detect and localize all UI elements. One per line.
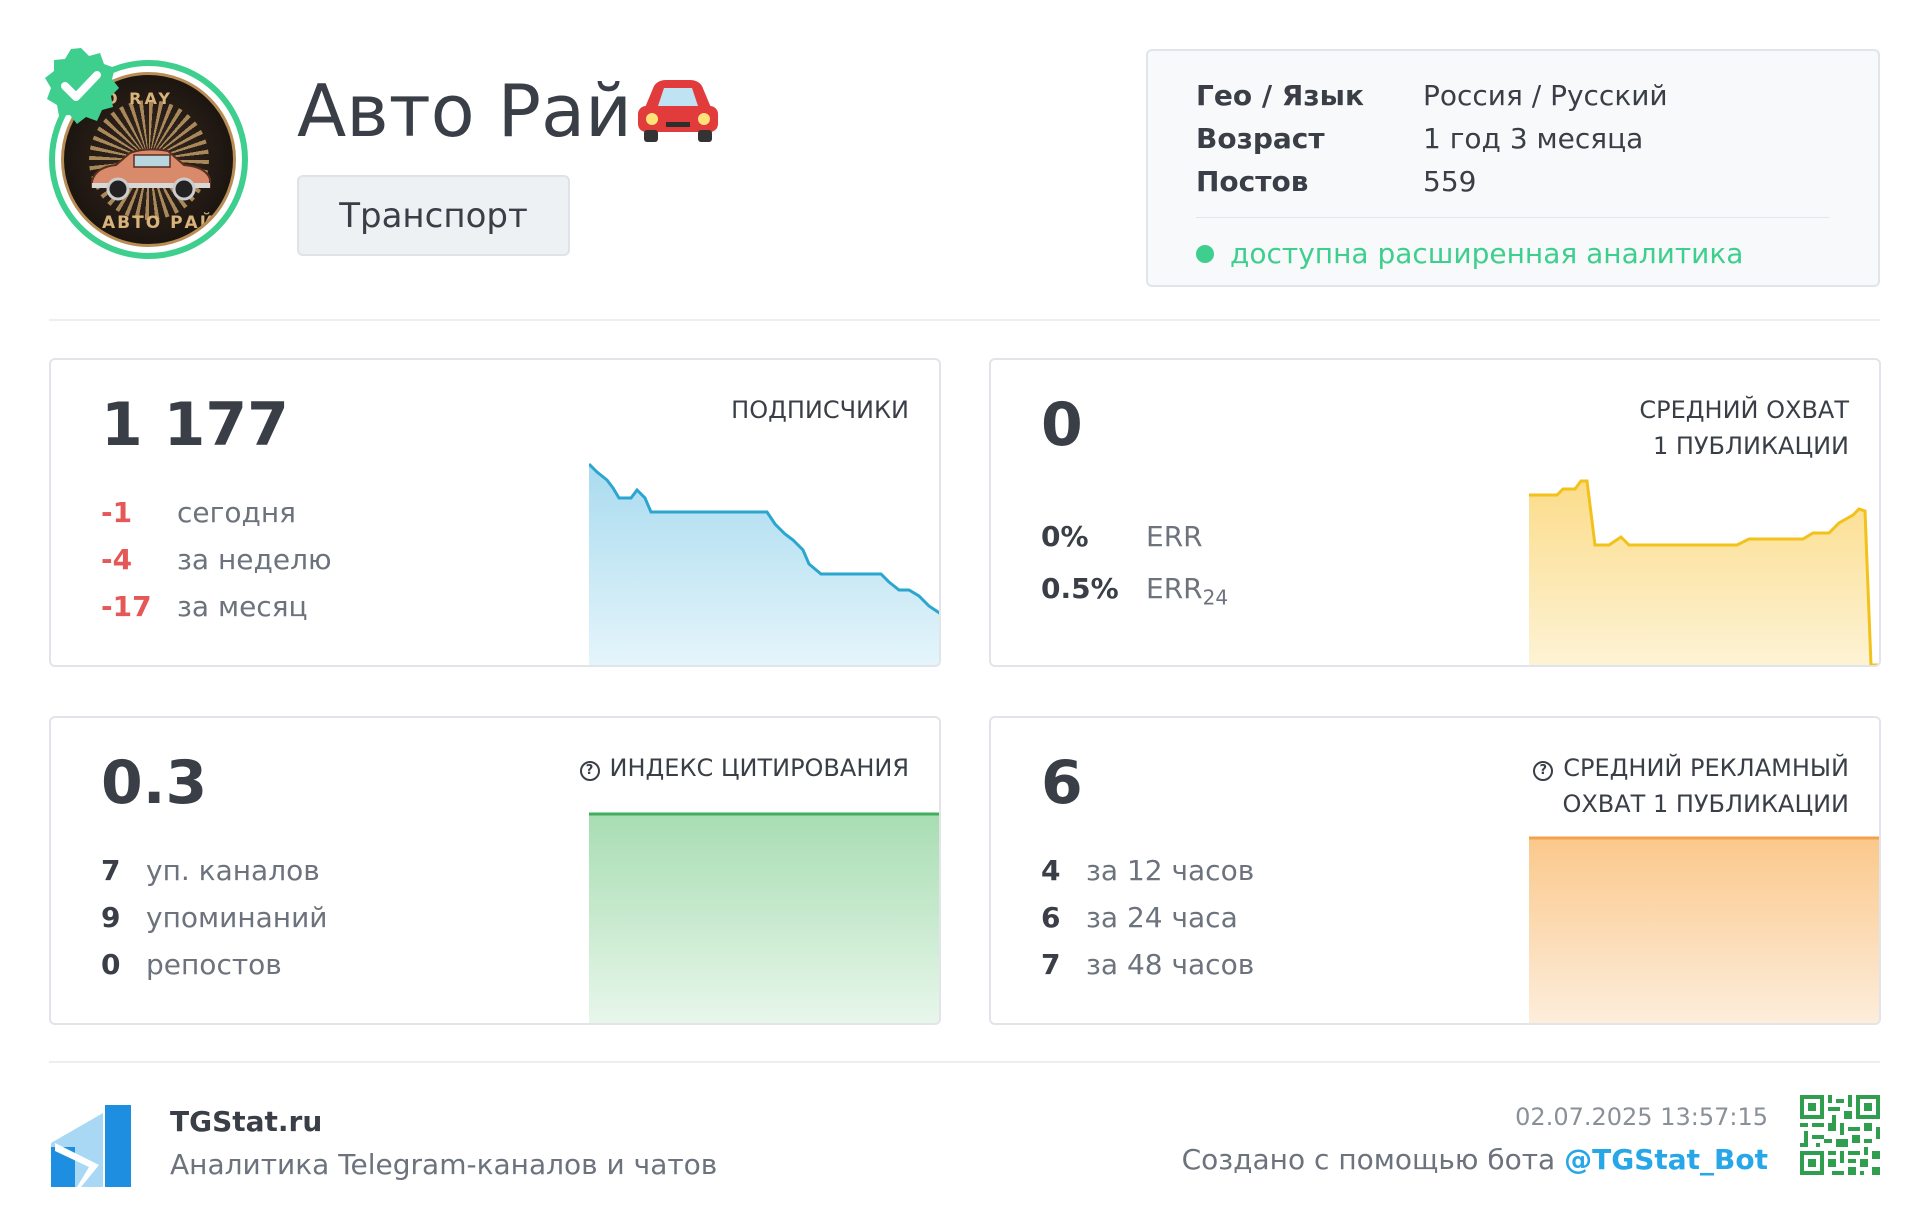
stat-number: 9 bbox=[101, 901, 121, 934]
stat-text: ERR bbox=[1146, 520, 1203, 553]
stat-text: за 12 часов bbox=[1086, 854, 1255, 887]
avatar-text-top: O RAY bbox=[104, 89, 173, 108]
analytics-status-text: доступна расширенная аналитика bbox=[1230, 237, 1744, 270]
stat-row: 0% ERR bbox=[1041, 520, 1203, 553]
reach-sparkline bbox=[1529, 479, 1879, 665]
info-key: Возраст bbox=[1196, 122, 1325, 155]
info-key: Постов bbox=[1196, 165, 1309, 198]
question-circle-icon[interactable]: ? bbox=[1533, 761, 1554, 781]
ad-reach-sparkline bbox=[1529, 836, 1879, 1023]
stat-row: -1 сегодня bbox=[101, 496, 296, 529]
reach-value: 0 bbox=[1041, 390, 1083, 460]
stat-number: 0 bbox=[101, 948, 121, 981]
stat-row: 6 за 24 часа bbox=[1041, 901, 1238, 934]
stat-row: 7 за 48 часов bbox=[1041, 948, 1254, 981]
stat-row: 0.5% ERR24 bbox=[1041, 572, 1228, 610]
ad-reach-label: ? СРЕДНИЙ РЕКЛАМНЫЙ ОХВАТ 1 ПУБЛИКАЦИИ bbox=[1533, 750, 1849, 822]
reach-label-line1: СРЕДНИЙ ОХВАТ bbox=[1639, 396, 1849, 424]
report-date: 02.07.2025 13:57:15 bbox=[1515, 1103, 1768, 1131]
info-row-age: Возраст 1 год 3 месяца bbox=[1196, 122, 1643, 155]
info-value: Россия / Русский bbox=[1423, 79, 1668, 112]
bot-link[interactable]: @TGStat_Bot bbox=[1564, 1143, 1768, 1176]
stat-number: 0% bbox=[1041, 520, 1089, 553]
question-circle-icon[interactable]: ? bbox=[579, 761, 600, 781]
reach-label-line2: 1 ПУБЛИКАЦИИ bbox=[1652, 432, 1849, 460]
stat-number: -4 bbox=[101, 543, 133, 576]
stat-number: 6 bbox=[1041, 901, 1061, 934]
stat-text: репостов bbox=[146, 948, 282, 981]
red-car-icon bbox=[637, 80, 718, 143]
citation-card: 0.3 ? ИНДЕКС ЦИТИРОВАНИЯ 7 уп. каналов 9 … bbox=[49, 716, 941, 1025]
tgstat-logo-icon[interactable] bbox=[49, 1103, 133, 1187]
car-illustration-icon bbox=[91, 148, 211, 201]
avatar-text-bottom: АВТО РАЙ bbox=[102, 213, 216, 233]
made-by-text: Создано с помощью бота bbox=[1181, 1143, 1565, 1176]
channel-info-panel: Гео / Язык Россия / Русский Возраст 1 го… bbox=[1146, 49, 1880, 287]
ad-reach-label-line2: ОХВАТ 1 ПУБЛИКАЦИИ bbox=[1562, 790, 1849, 818]
stat-number: -17 bbox=[101, 590, 152, 623]
stat-text: сегодня bbox=[177, 496, 296, 529]
stat-text: ERR24 bbox=[1146, 572, 1228, 610]
stat-number: 0.5% bbox=[1041, 572, 1119, 605]
divider bbox=[49, 319, 1880, 321]
made-by: Создано с помощью бота @TGStat_Bot bbox=[1182, 1143, 1768, 1176]
stat-text: упоминаний bbox=[146, 901, 328, 934]
subscribers-label: ПОДПИСЧИКИ bbox=[731, 396, 909, 424]
channel-title: Авто Рай bbox=[297, 68, 722, 154]
channel-avatar: O RAY АВТО РАЙ bbox=[45, 48, 248, 259]
reach-card: 0 СРЕДНИЙ ОХВАТ 1 ПУБЛИКАЦИИ 0% ERR 0.5%… bbox=[989, 358, 1881, 667]
err-subscript: 24 bbox=[1202, 585, 1229, 610]
subscribers-card: 1 177 ПОДПИСЧИКИ -1 сегодня -4 за неделю… bbox=[49, 358, 941, 667]
divider bbox=[1196, 217, 1830, 218]
stat-text: за 48 часов bbox=[1086, 948, 1255, 981]
stat-text: за месяц bbox=[177, 590, 308, 623]
citation-label-text: ИНДЕКС ЦИТИРОВАНИЯ bbox=[609, 754, 909, 782]
citation-sparkline bbox=[589, 812, 939, 1023]
ad-reach-card: 6 ? СРЕДНИЙ РЕКЛАМНЫЙ ОХВАТ 1 ПУБЛИКАЦИИ … bbox=[989, 716, 1881, 1025]
stat-number: 7 bbox=[1041, 948, 1061, 981]
citation-label: ? ИНДЕКС ЦИТИРОВАНИЯ bbox=[579, 750, 909, 786]
qr-code-icon bbox=[1800, 1095, 1880, 1175]
analytics-status: доступна расширенная аналитика bbox=[1196, 237, 1743, 270]
stat-text: уп. каналов bbox=[146, 854, 320, 887]
stat-row: 9 упоминаний bbox=[101, 901, 328, 934]
category-badge[interactable]: Транспорт bbox=[297, 175, 570, 256]
verified-check-icon bbox=[45, 48, 119, 124]
stat-row: -4 за неделю bbox=[101, 543, 332, 576]
reach-label: СРЕДНИЙ ОХВАТ 1 ПУБЛИКАЦИИ bbox=[1639, 392, 1849, 464]
info-key: Гео / Язык bbox=[1196, 79, 1364, 112]
stat-row: -17 за месяц bbox=[101, 590, 308, 623]
channel-title-text: Авто Рай bbox=[297, 69, 632, 153]
subscribers-value: 1 177 bbox=[101, 390, 289, 460]
brand-name[interactable]: TGStat.ru bbox=[170, 1105, 323, 1138]
info-value: 559 bbox=[1423, 165, 1477, 198]
stat-row: 4 за 12 часов bbox=[1041, 854, 1254, 887]
info-value: 1 год 3 месяца bbox=[1423, 122, 1644, 155]
stat-text: за неделю bbox=[177, 543, 332, 576]
brand-subtitle: Аналитика Telegram-каналов и чатов bbox=[170, 1148, 718, 1181]
stat-number: 4 bbox=[1041, 854, 1061, 887]
info-row-geo: Гео / Язык Россия / Русский bbox=[1196, 79, 1668, 112]
stat-row: 7 уп. каналов bbox=[101, 854, 320, 887]
status-dot-icon bbox=[1196, 244, 1214, 263]
stat-text: за 24 часа bbox=[1086, 901, 1238, 934]
ad-reach-value: 6 bbox=[1041, 748, 1083, 818]
subscribers-sparkline bbox=[589, 462, 939, 665]
stat-row: 0 репостов bbox=[101, 948, 282, 981]
info-row-posts: Постов 559 bbox=[1196, 165, 1476, 198]
stat-number: 7 bbox=[101, 854, 121, 887]
err-label: ERR bbox=[1146, 572, 1203, 605]
divider bbox=[49, 1061, 1880, 1063]
ad-reach-label-line1: СРЕДНИЙ РЕКЛАМНЫЙ bbox=[1563, 754, 1849, 782]
stat-number: -1 bbox=[101, 496, 133, 529]
citation-value: 0.3 bbox=[101, 748, 208, 818]
